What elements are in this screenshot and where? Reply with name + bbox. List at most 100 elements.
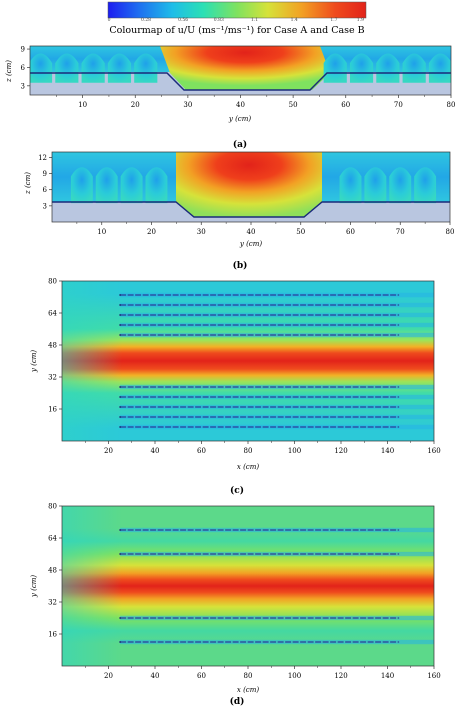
- vegetation-wake: [95, 167, 118, 204]
- y-tick-label: 64: [48, 535, 57, 543]
- x-tick-label: 70: [394, 101, 403, 109]
- panel-a-axes: 10 20 30 40 50 60 70 80 3 6 9: [21, 46, 456, 109]
- y-tick-label: 9: [43, 170, 47, 178]
- vegetation-row-start: [119, 641, 122, 643]
- x-tick-label: 160: [427, 447, 440, 455]
- colorbar-tick-label: 0: [108, 17, 111, 23]
- x-tick-label: 70: [396, 228, 405, 236]
- panel-b-ylabel: z (cm): [24, 172, 32, 195]
- vegetation-row-start: [119, 416, 122, 418]
- panel-b-caption: (b): [233, 260, 248, 271]
- vegetation-wake: [323, 53, 347, 83]
- x-tick-label: 10: [78, 101, 87, 109]
- x-tick-label: 60: [197, 447, 206, 455]
- vegetation-wake: [389, 167, 412, 204]
- x-tick-label: 100: [288, 672, 301, 680]
- y-tick-label: 16: [48, 406, 57, 414]
- x-tick-label: 10: [97, 228, 106, 236]
- panel-b-vegetation-wakes: [70, 167, 437, 204]
- vegetation-row-start: [119, 426, 122, 428]
- vegetation-wake: [120, 302, 434, 308]
- y-tick-label: 64: [48, 310, 57, 318]
- vegetation-row-start: [119, 529, 122, 531]
- x-tick-label: 40: [151, 672, 160, 680]
- x-tick-label: 80: [446, 228, 455, 236]
- y-tick-label: 80: [48, 503, 57, 511]
- panel-b-xlabel: y (cm): [239, 240, 262, 248]
- panel-c-vegetation-rows: [119, 292, 434, 430]
- x-tick-label: 100: [288, 447, 301, 455]
- vegetation-wake: [120, 394, 434, 400]
- vegetation-wake: [120, 384, 434, 390]
- vegetation-wake: [120, 527, 434, 533]
- y-tick-label: 3: [21, 82, 25, 90]
- vegetation-wake: [376, 53, 400, 83]
- x-tick-label: 50: [296, 228, 305, 236]
- y-tick-label: 3: [43, 202, 47, 210]
- panel-c-axes: 20 40 60 80 100 120 140 160 16 32 48 64 80: [48, 278, 441, 456]
- colorbar-gradient: [107, 1, 367, 19]
- y-tick-label: 9: [21, 46, 25, 54]
- panel-c-inlet-zone: [62, 281, 122, 441]
- panel-c-caption: (c): [230, 485, 244, 496]
- vegetation-wake: [120, 322, 434, 328]
- x-tick-label: 60: [346, 228, 355, 236]
- panel-a-vegetation-wakes: [30, 53, 451, 83]
- panel-c-plan-view: 20 40 60 80 100 120 140 160 16 32 48 64 80 x (cm) y …: [30, 278, 441, 497]
- panel-a-ylabel: z (cm): [5, 60, 13, 83]
- vegetation-wake: [30, 53, 53, 83]
- x-tick-label: 40: [247, 228, 256, 236]
- vegetation-row-start: [119, 294, 122, 296]
- vegetation-wake: [120, 639, 434, 645]
- vegetation-wake: [55, 53, 79, 83]
- colorbar-tick-label: 1.1: [251, 17, 258, 23]
- panel-a-xlabel: y (cm): [228, 115, 251, 123]
- colorbar-tick-label: 1.4: [291, 17, 298, 23]
- y-tick-label: 32: [48, 374, 57, 382]
- panel-b-cross-section: 10 20 30 40 50 60 70 80 3 6 9 12 y (cm) z (cm) (b): [24, 151, 455, 271]
- x-tick-label: 140: [381, 447, 394, 455]
- vegetation-row-start: [119, 304, 122, 306]
- panel-d-field: [62, 506, 434, 666]
- colorbar-tick-labels: 0 0.28 0.56 0.83 1.1 1.4 1.7 1.9: [108, 17, 365, 23]
- x-tick-label: 120: [334, 672, 347, 680]
- vegetation-row-start: [119, 324, 122, 326]
- panel-b-bed-line: [52, 201, 450, 218]
- vegetation-wake: [402, 53, 426, 83]
- y-tick-label: 6: [21, 64, 26, 72]
- vegetation-wake: [414, 167, 437, 204]
- colorbar-tick-label: 0.56: [178, 17, 188, 23]
- colorbar-tick-label: 1.7: [330, 17, 337, 23]
- y-tick-label: 12: [38, 154, 47, 162]
- vegetation-wake: [120, 551, 434, 557]
- panel-d-axes: 20 40 60 80 100 120 140 160 16 32 48 64 80: [48, 503, 441, 681]
- panel-d-inlet-zone: [62, 506, 122, 666]
- vegetation-wake: [120, 167, 143, 204]
- x-tick-label: 50: [289, 101, 298, 109]
- vegetation-wake: [120, 615, 434, 621]
- vegetation-row-start: [119, 314, 122, 316]
- vegetation-wake: [364, 167, 387, 204]
- panel-d-plan-view: 20 40 60 80 100 120 140 160 16 32 48 64 80 x (cm) y …: [30, 503, 441, 708]
- vegetation-wake: [339, 167, 362, 204]
- panel-d-vegetation-rows: [119, 527, 434, 645]
- vegetation-wake: [81, 53, 105, 83]
- vegetation-row-start: [119, 553, 122, 555]
- vegetation-row-start: [119, 386, 122, 388]
- vegetation-wake: [120, 332, 434, 338]
- vegetation-row-start: [119, 396, 122, 398]
- panel-a-channel-flow: [160, 46, 330, 90]
- panel-d-caption: (d): [230, 696, 245, 707]
- colorbar-tick-label: 0.28: [141, 17, 151, 23]
- vegetation-row-start: [119, 334, 122, 336]
- x-tick-label: 140: [381, 672, 394, 680]
- y-tick-label: 48: [48, 342, 57, 350]
- vegetation-wake: [120, 424, 434, 430]
- vegetation-wake: [107, 53, 132, 83]
- colorbar: 0 0.28 0.56 0.83 1.1 1.4 1.7 1.9: [107, 1, 367, 23]
- y-tick-label: 6: [43, 186, 48, 194]
- vegetation-wake: [70, 167, 93, 204]
- panel-c-xlabel: x (cm): [237, 463, 259, 471]
- vegetation-row-start: [119, 617, 122, 619]
